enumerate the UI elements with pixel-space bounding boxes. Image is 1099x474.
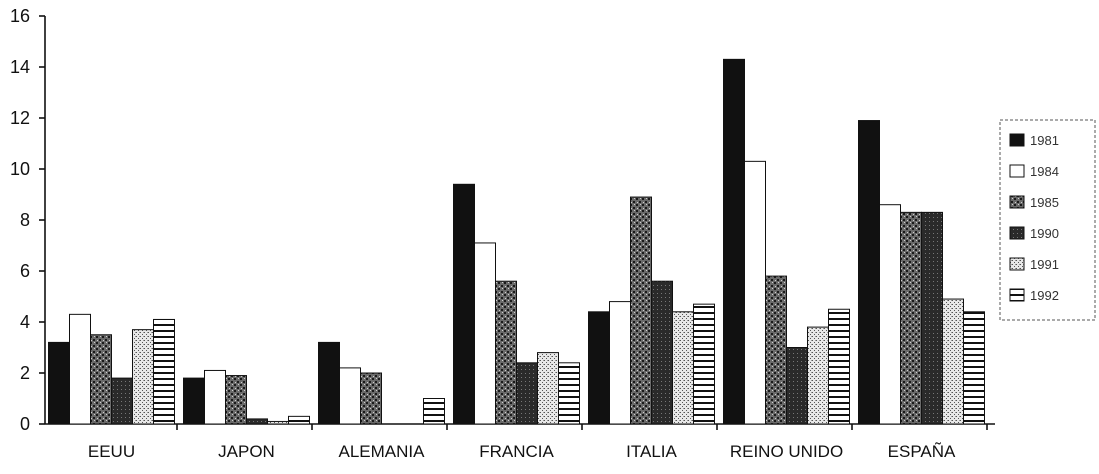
x-tick-label: EEUU — [88, 442, 135, 461]
y-axis: 0 2 4 6 8 10 12 14 16 — [10, 6, 46, 434]
bar-reino-unido-1991 — [807, 326, 829, 425]
bar-reino-unido-1992 — [828, 308, 850, 425]
y-tick-label: 12 — [10, 108, 30, 128]
y-tick-label: 10 — [10, 159, 30, 179]
legend-label: 1985 — [1030, 195, 1059, 210]
y-tick-label: 8 — [20, 210, 30, 230]
y-tick-label: 2 — [20, 363, 30, 383]
bar-españa-1981 — [858, 120, 880, 425]
y-tick-label: 0 — [20, 414, 30, 434]
bar-italia-1992 — [693, 303, 715, 425]
x-tick-label: ITALIA — [626, 442, 677, 461]
bar-reino-unido-1985 — [765, 275, 787, 425]
legend-box — [999, 119, 1096, 321]
bar-italia-1991 — [672, 311, 694, 425]
bar-francia-1991 — [537, 352, 559, 425]
bar-italia-1984 — [609, 301, 631, 425]
category-labels: EEUU JAPON ALEMANIA FRANCIA ITALIA REINO UNID… — [88, 442, 956, 461]
x-tick-label: FRANCIA — [479, 442, 554, 461]
bar-eeuu-1992 — [153, 318, 175, 425]
bar-reino-unido-1990 — [786, 347, 808, 425]
bar-italia-1981 — [588, 311, 610, 425]
bar-francia-1981 — [453, 183, 475, 425]
legend-swatch-1992 — [1009, 288, 1025, 302]
x-tick-label: ESPAÑA — [888, 442, 956, 461]
bar-japon-1981 — [183, 377, 205, 425]
bar-francia-1985 — [495, 280, 517, 425]
bar-españa-1992 — [963, 311, 985, 425]
legend-swatch-1985 — [1009, 195, 1025, 209]
legend-label: 1991 — [1030, 257, 1059, 272]
bar-eeuu-1990 — [111, 377, 133, 425]
bar-francia-1990 — [516, 362, 538, 425]
legend-label: 1992 — [1030, 288, 1059, 303]
bar-reino-unido-1981 — [723, 58, 745, 425]
bar-alemania-1985 — [360, 372, 382, 425]
bar-eeuu-1991 — [132, 329, 154, 425]
legend-label: 1981 — [1030, 133, 1059, 148]
bar-italia-1985 — [630, 196, 652, 425]
legend-swatch-1981 — [1009, 133, 1025, 147]
y-tick-label: 14 — [10, 57, 30, 77]
bar-eeuu-1985 — [90, 334, 112, 425]
bar-japon-1990 — [246, 418, 268, 425]
bar-alemania-1984 — [339, 367, 361, 425]
bar-españa-1985 — [900, 211, 922, 425]
bar-eeuu-1984 — [69, 313, 91, 425]
x-tick-label: REINO UNIDO — [730, 442, 843, 461]
bar-eeuu-1981 — [48, 341, 70, 425]
y-tick-label: 6 — [20, 261, 30, 281]
legend-swatch-1991 — [1009, 257, 1025, 271]
x-tick-label: JAPON — [218, 442, 275, 461]
bar-francia-1984 — [474, 242, 496, 425]
bar-españa-1991 — [942, 298, 964, 425]
bar-españa-1984 — [879, 204, 901, 425]
bar-japon-1984 — [204, 369, 226, 425]
bar-japon-1985 — [225, 375, 247, 425]
legend-swatch-1984 — [1009, 164, 1025, 178]
y-tick-label: 16 — [10, 6, 30, 26]
bar-italia-1990 — [651, 280, 673, 425]
legend: 1981 1984 1985 1990 1991 1992 — [999, 119, 1096, 321]
bars-group — [48, 58, 985, 425]
legend-label: 1990 — [1030, 226, 1059, 241]
x-tick-label: ALEMANIA — [339, 442, 426, 461]
bar-japon-1992 — [288, 415, 310, 425]
bar-reino-unido-1984 — [744, 160, 766, 425]
y-tick-label: 4 — [20, 312, 30, 332]
bar-francia-1992 — [558, 362, 580, 425]
bar-alemania-1992 — [423, 398, 445, 425]
x-axis — [45, 423, 995, 430]
legend-swatch-1990 — [1009, 226, 1025, 240]
bar-alemania-1981 — [318, 341, 340, 425]
bar-españa-1990 — [921, 211, 943, 425]
bar-japon-1991 — [267, 420, 289, 425]
legend-label: 1984 — [1030, 164, 1059, 179]
